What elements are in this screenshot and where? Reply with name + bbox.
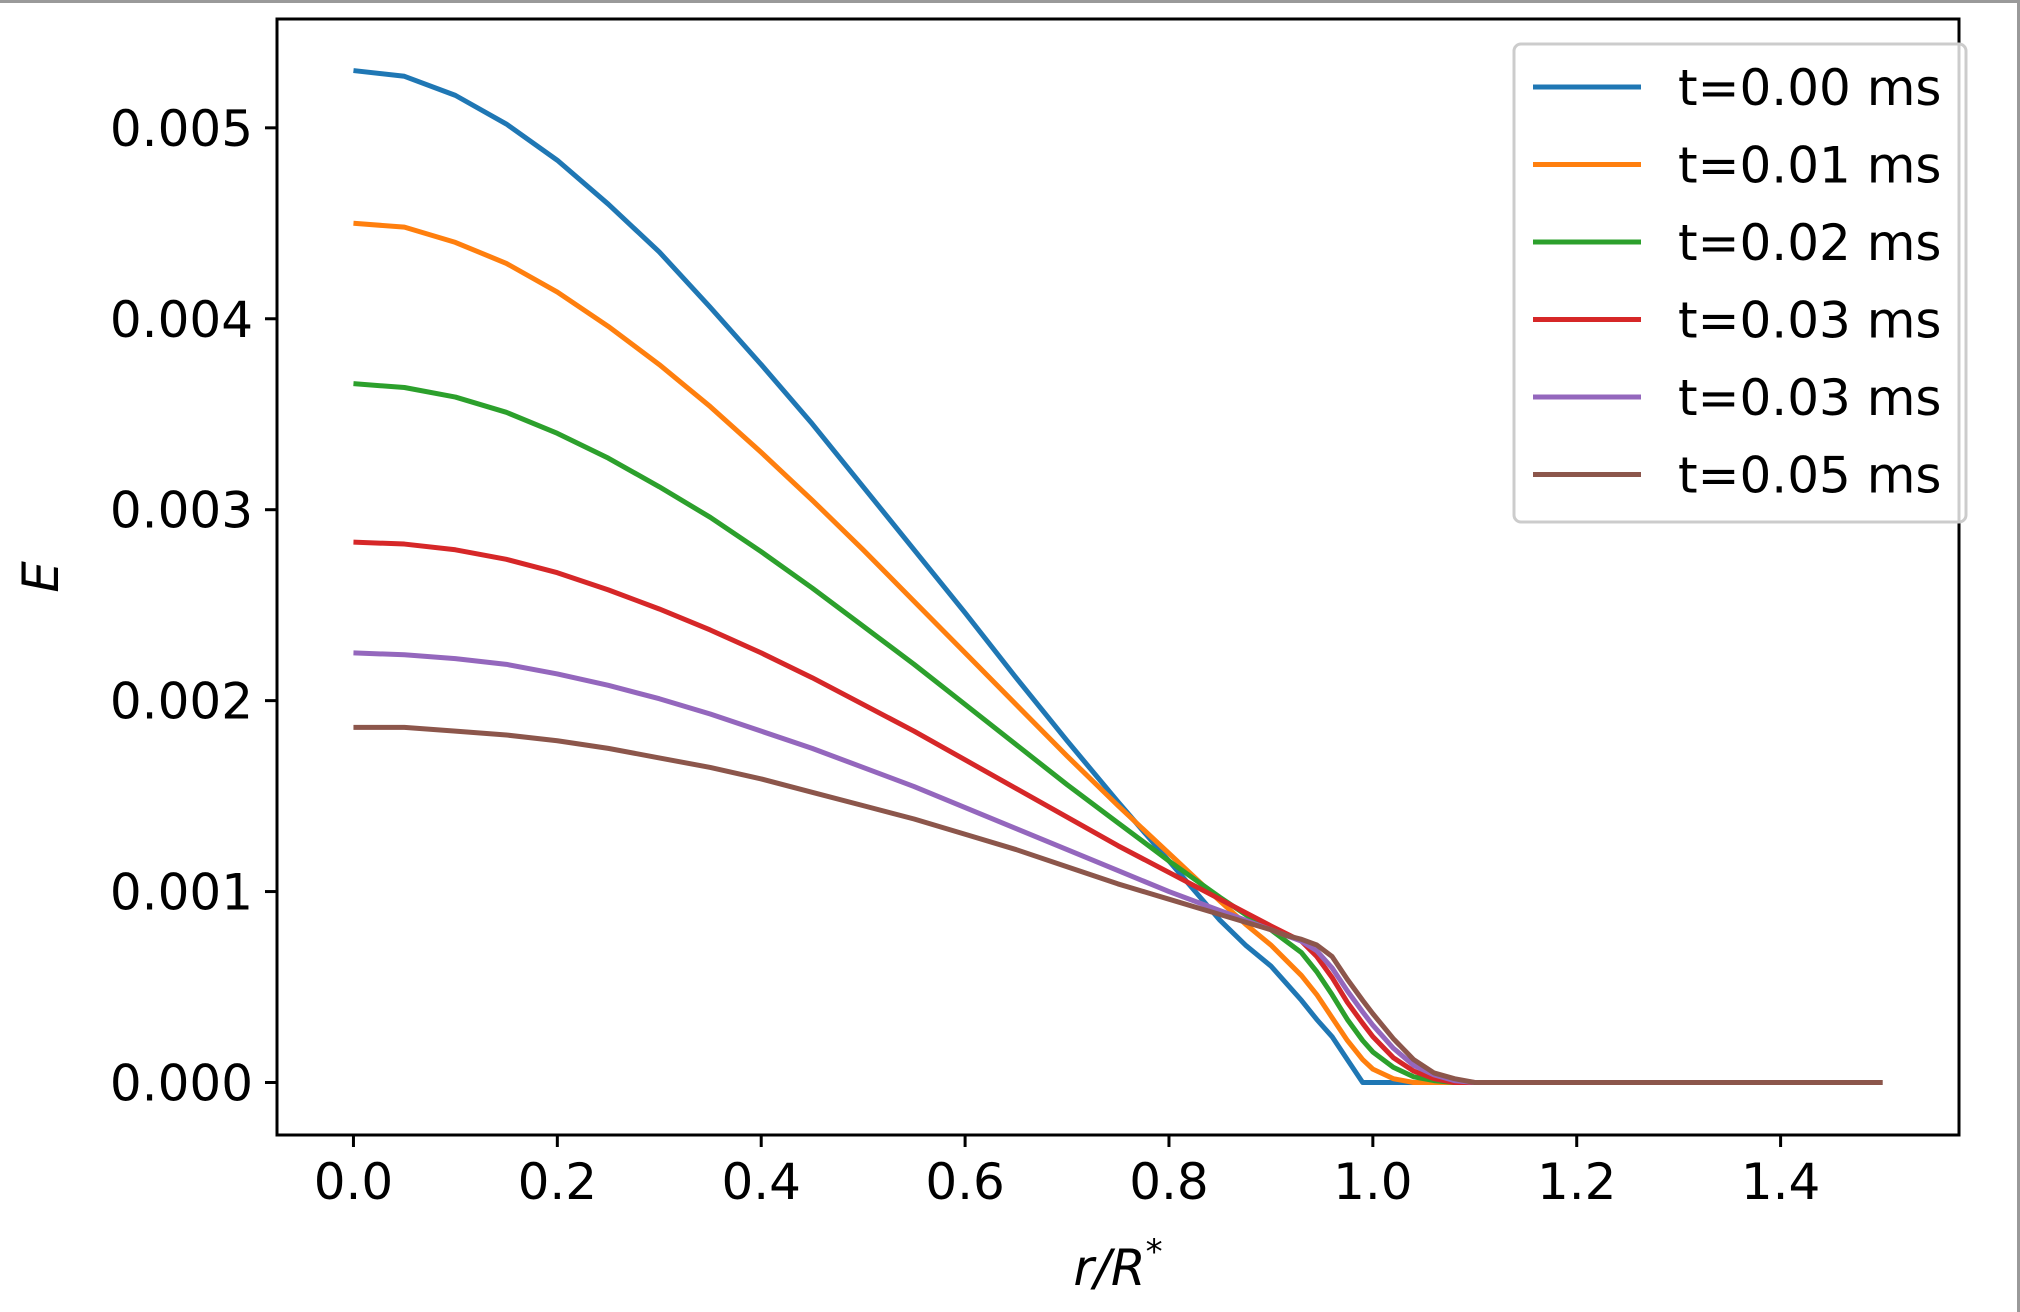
x-tick-label: 0.8 <box>1129 1153 1209 1211</box>
x-axis-title: r/R* <box>1073 1232 1162 1297</box>
y-tick-label: 0.001 <box>110 864 253 922</box>
y-tick-label: 0.000 <box>110 1054 253 1112</box>
x-axis-title-main: r/R <box>1073 1239 1145 1297</box>
x-tick-label: 1.2 <box>1537 1153 1617 1211</box>
x-tick-label: 0.4 <box>721 1153 801 1211</box>
legend-label-3: t=0.02 ms <box>1678 214 1941 272</box>
series-line-6 <box>353 724 1883 1085</box>
series-layer <box>353 68 1883 1085</box>
x-axis-title-superscript: * <box>1146 1232 1163 1272</box>
y-tick-label: 0.005 <box>110 100 253 158</box>
legend-label-6: t=0.05 ms <box>1678 447 1941 505</box>
plot-frame <box>275 17 1961 1137</box>
x-tick-label: 0.6 <box>925 1153 1005 1211</box>
y-tick-label: 0.003 <box>110 482 253 540</box>
x-tick-label: 0.2 <box>518 1153 598 1211</box>
legend-label-4: t=0.03 ms <box>1678 292 1941 350</box>
y-axis-title: E <box>12 561 70 593</box>
x-axis-ticks: 0.0 0.2 0.4 0.6 0.8 1.0 1.2 1.4 <box>314 1135 1821 1211</box>
legend-label-5: t=0.03 ms <box>1678 369 1941 427</box>
x-tick-label: 1.4 <box>1741 1153 1821 1211</box>
y-axis-ticks: 0.000 0.001 0.002 0.003 0.004 0.005 <box>110 100 277 1112</box>
y-tick-label: 0.002 <box>110 673 253 731</box>
legend: t=0.00 ms t=0.01 ms t=0.02 ms t=0.03 ms t=0.… <box>1512 42 1968 524</box>
y-tick-label: 0.004 <box>110 291 253 349</box>
legend-label-2: t=0.01 ms <box>1678 137 1941 195</box>
legend-items: t=0.00 ms t=0.01 ms t=0.02 ms t=0.03 ms t=0.… <box>1533 59 1941 505</box>
legend-label-1: t=0.00 ms <box>1678 59 1941 117</box>
x-tick-label: 0.0 <box>314 1153 394 1211</box>
x-tick-label: 1.0 <box>1333 1153 1413 1211</box>
